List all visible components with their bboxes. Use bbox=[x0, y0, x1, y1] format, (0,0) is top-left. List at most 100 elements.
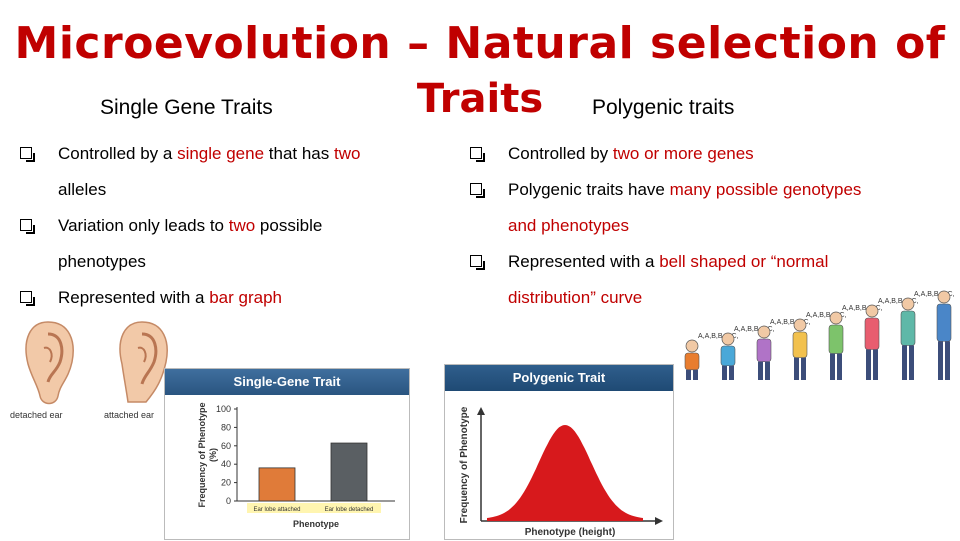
person-shirt bbox=[900, 310, 916, 346]
person-shirt bbox=[684, 352, 700, 371]
highlight: bell shaped or “normal bbox=[659, 252, 829, 271]
left-bullet-2: Variation only leads to two possible bbox=[20, 208, 440, 244]
bullet-box-icon bbox=[20, 219, 35, 234]
text: Controlled by a bbox=[58, 144, 178, 163]
person-head bbox=[937, 290, 951, 304]
person-head bbox=[721, 332, 735, 346]
person-head bbox=[685, 339, 699, 353]
highlight: many possible genotypes bbox=[669, 180, 862, 199]
person-shirt bbox=[756, 338, 772, 362]
curve-chart-svg: Frequency of Phenotype Phenotype (height) bbox=[459, 406, 663, 538]
highlight: and phenotypes bbox=[508, 216, 629, 235]
text: that has bbox=[264, 144, 334, 163]
attached-ear-icon bbox=[119, 321, 168, 403]
normal-distribution-curve bbox=[487, 425, 643, 521]
person-leg bbox=[909, 345, 914, 380]
person-shirt bbox=[936, 303, 952, 342]
highlight: single gene bbox=[177, 144, 265, 163]
left-bullet-1-cont: alleles bbox=[20, 172, 440, 208]
person-figure bbox=[720, 332, 736, 380]
detached-ear-icon bbox=[25, 321, 74, 405]
right-bullet-2: Polygenic traits have many possible geno… bbox=[470, 172, 950, 208]
right-bullet-1: Controlled by two or more genes bbox=[470, 136, 950, 172]
polygenic-chart: Polygenic Trait Frequency of Phenotype Ph… bbox=[444, 364, 674, 540]
category-label-background bbox=[247, 503, 381, 513]
x-axis-label: Phenotype bbox=[293, 519, 339, 529]
person-leg bbox=[938, 341, 943, 380]
slide-title-line1: Microevolution – Natural selection of bbox=[14, 18, 946, 69]
person-leg bbox=[801, 357, 806, 380]
text: Represented with a bbox=[508, 252, 660, 271]
bullet-box-icon bbox=[20, 147, 35, 162]
text: possible bbox=[255, 216, 323, 235]
y-tick-label: 0 bbox=[226, 496, 231, 506]
y-axis-label: Frequency of Phenotype(%) bbox=[197, 402, 218, 507]
person-leg bbox=[729, 365, 734, 380]
polygenic-chart-title: Polygenic Trait bbox=[445, 365, 673, 391]
left-bullet-1: Controlled by a single gene that has two bbox=[20, 136, 440, 172]
y-tick-label: 100 bbox=[216, 404, 231, 414]
right-bullet-3-cont: distribution” curve bbox=[470, 280, 950, 316]
subheading-single-gene: Single Gene Traits bbox=[100, 96, 273, 119]
x-axis-arrow-icon bbox=[655, 517, 663, 525]
category-label: Ear lobe attached bbox=[253, 507, 300, 513]
slide-title-line2: Traits bbox=[416, 76, 544, 122]
highlight: distribution” curve bbox=[508, 288, 643, 307]
genotype-label: A,A,B,B,C,C, bbox=[734, 326, 775, 333]
highlight: two bbox=[333, 144, 361, 163]
y-tick-label: 80 bbox=[221, 422, 231, 432]
person-leg bbox=[765, 361, 770, 380]
person-leg bbox=[686, 369, 691, 380]
right-bullet-list: Controlled by two or more genes Polygeni… bbox=[470, 136, 950, 316]
person-leg bbox=[693, 369, 698, 380]
person-shirt bbox=[720, 345, 736, 367]
highlight: two bbox=[228, 216, 256, 235]
person-head bbox=[865, 304, 879, 318]
attached-ear-label: attached ear bbox=[104, 410, 155, 420]
person-figure bbox=[684, 339, 700, 380]
person-figure bbox=[900, 297, 916, 380]
left-bullet-list: Controlled by a single gene that has two… bbox=[20, 136, 440, 316]
y-axis-label: Frequency of Phenotype bbox=[459, 406, 470, 523]
right-bullet-2-cont: and phenotypes bbox=[470, 208, 950, 244]
detached-ear-label: detached ear bbox=[10, 410, 63, 420]
person-figure bbox=[792, 318, 808, 380]
y-tick-label: 40 bbox=[221, 459, 231, 469]
single-gene-chart: Single-Gene Trait 0 20 40 60 80 100 Frequency … bbox=[164, 368, 410, 540]
person-head bbox=[901, 297, 915, 311]
bullet-box-icon bbox=[20, 291, 35, 306]
category-label: Ear lobe detached bbox=[325, 507, 374, 513]
person-figure bbox=[936, 290, 952, 380]
person-leg bbox=[945, 341, 950, 380]
person-figure bbox=[828, 311, 844, 380]
person-shirt bbox=[828, 324, 844, 354]
bullet-box-icon bbox=[470, 147, 485, 162]
genotype-label: A,A,B,B,C,C, bbox=[914, 291, 955, 298]
y-axis-arrow-icon bbox=[477, 407, 485, 415]
highlight: two or more genes bbox=[612, 144, 754, 163]
person-leg bbox=[873, 349, 878, 380]
text: Polygenic traits have bbox=[508, 180, 670, 199]
genotype-label: A,A,B,B,C,C, bbox=[842, 305, 883, 312]
person-head bbox=[829, 311, 843, 325]
y-tick-label: 60 bbox=[221, 441, 231, 451]
person-leg bbox=[794, 357, 799, 380]
genotype-label: A,A,B,B,C,C, bbox=[878, 298, 919, 305]
person-shirt bbox=[864, 317, 880, 350]
x-axis-label: Phenotype (height) bbox=[525, 527, 616, 538]
bullet-box-icon bbox=[470, 255, 485, 270]
person-head bbox=[793, 318, 807, 332]
y-axis-label-line1: Frequency of Phenotype bbox=[197, 402, 207, 507]
bar bbox=[330, 442, 368, 502]
person-leg bbox=[830, 353, 835, 380]
genotype-label: A,A,B,B,C,C, bbox=[698, 333, 739, 340]
genotype-label: A,A,B,B,C,C, bbox=[770, 319, 811, 326]
right-bullet-3: Represented with a bell shaped or “norma… bbox=[470, 244, 950, 280]
person-leg bbox=[758, 361, 763, 380]
highlight: bar graph bbox=[209, 288, 282, 307]
text: phenotypes bbox=[58, 252, 146, 271]
genotype-label: A,A,B,B,C,C, bbox=[806, 312, 847, 319]
person-leg bbox=[837, 353, 842, 380]
text: Represented with a bbox=[58, 288, 210, 307]
